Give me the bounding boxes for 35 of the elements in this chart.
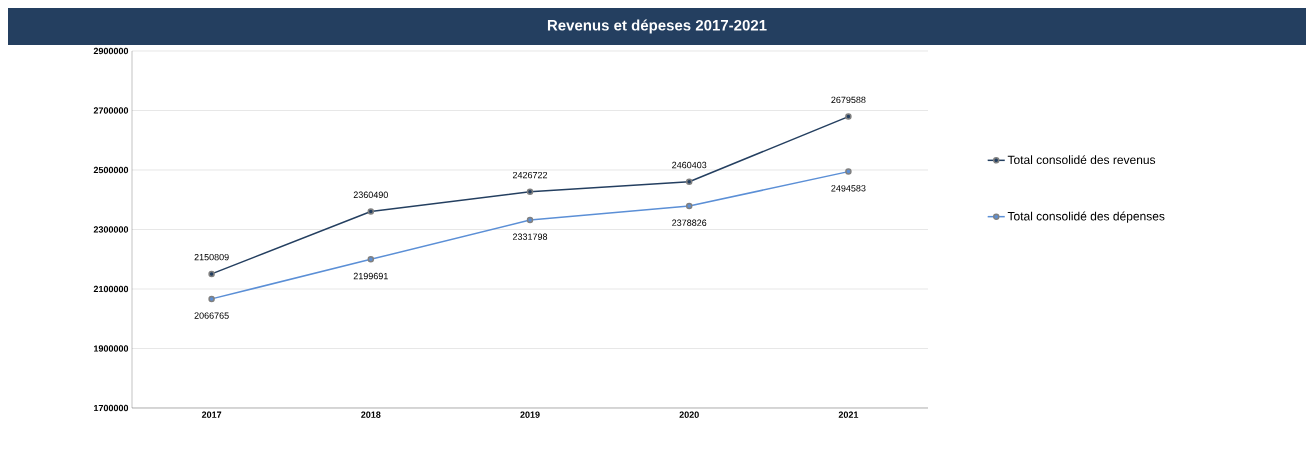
data-label: 2360490 (353, 191, 388, 198)
point (845, 168, 852, 175)
point (685, 202, 693, 210)
legend-label: Total consolidé des dépenses (1007, 211, 1165, 223)
data-label: 2199691 (353, 272, 388, 280)
data-label: 2426722 (512, 171, 548, 179)
x-tick-label: 2017 (201, 411, 222, 418)
y-tick-label: 2300000 (93, 226, 129, 233)
point (208, 295, 215, 303)
data-label: 2150809 (194, 253, 229, 261)
y-tick-label: 2500000 (93, 166, 129, 174)
y-tick-label: 1900000 (94, 345, 129, 352)
y-tick-label: 1700000 (94, 404, 129, 412)
point (526, 216, 534, 224)
x-tick-label: 2021 (838, 411, 859, 418)
x-tick-label: 2020 (679, 411, 699, 418)
point (367, 256, 375, 263)
x-tick-label: 2019 (520, 411, 540, 418)
y-tick-label: 2700000 (93, 107, 129, 114)
legend-label: Total consolidé des revenus (1007, 155, 1156, 165)
data-label: 2331798 (512, 233, 548, 240)
y-tick-label: 2100000 (93, 285, 129, 293)
point (367, 208, 375, 215)
data-label: 2494583 (831, 185, 866, 192)
y-tick-label: 2900000 (93, 47, 129, 55)
chart-title: Revenus et dépeses 2017-2021 (547, 19, 767, 34)
point (208, 270, 215, 278)
data-label: 2679588 (831, 96, 866, 104)
data-label: 2066765 (194, 312, 229, 319)
point (526, 188, 534, 196)
data-label: 2460403 (672, 161, 707, 169)
point (845, 113, 852, 120)
data-label: 2378826 (672, 219, 707, 226)
x-tick-label: 2018 (361, 411, 381, 418)
point (685, 178, 693, 186)
